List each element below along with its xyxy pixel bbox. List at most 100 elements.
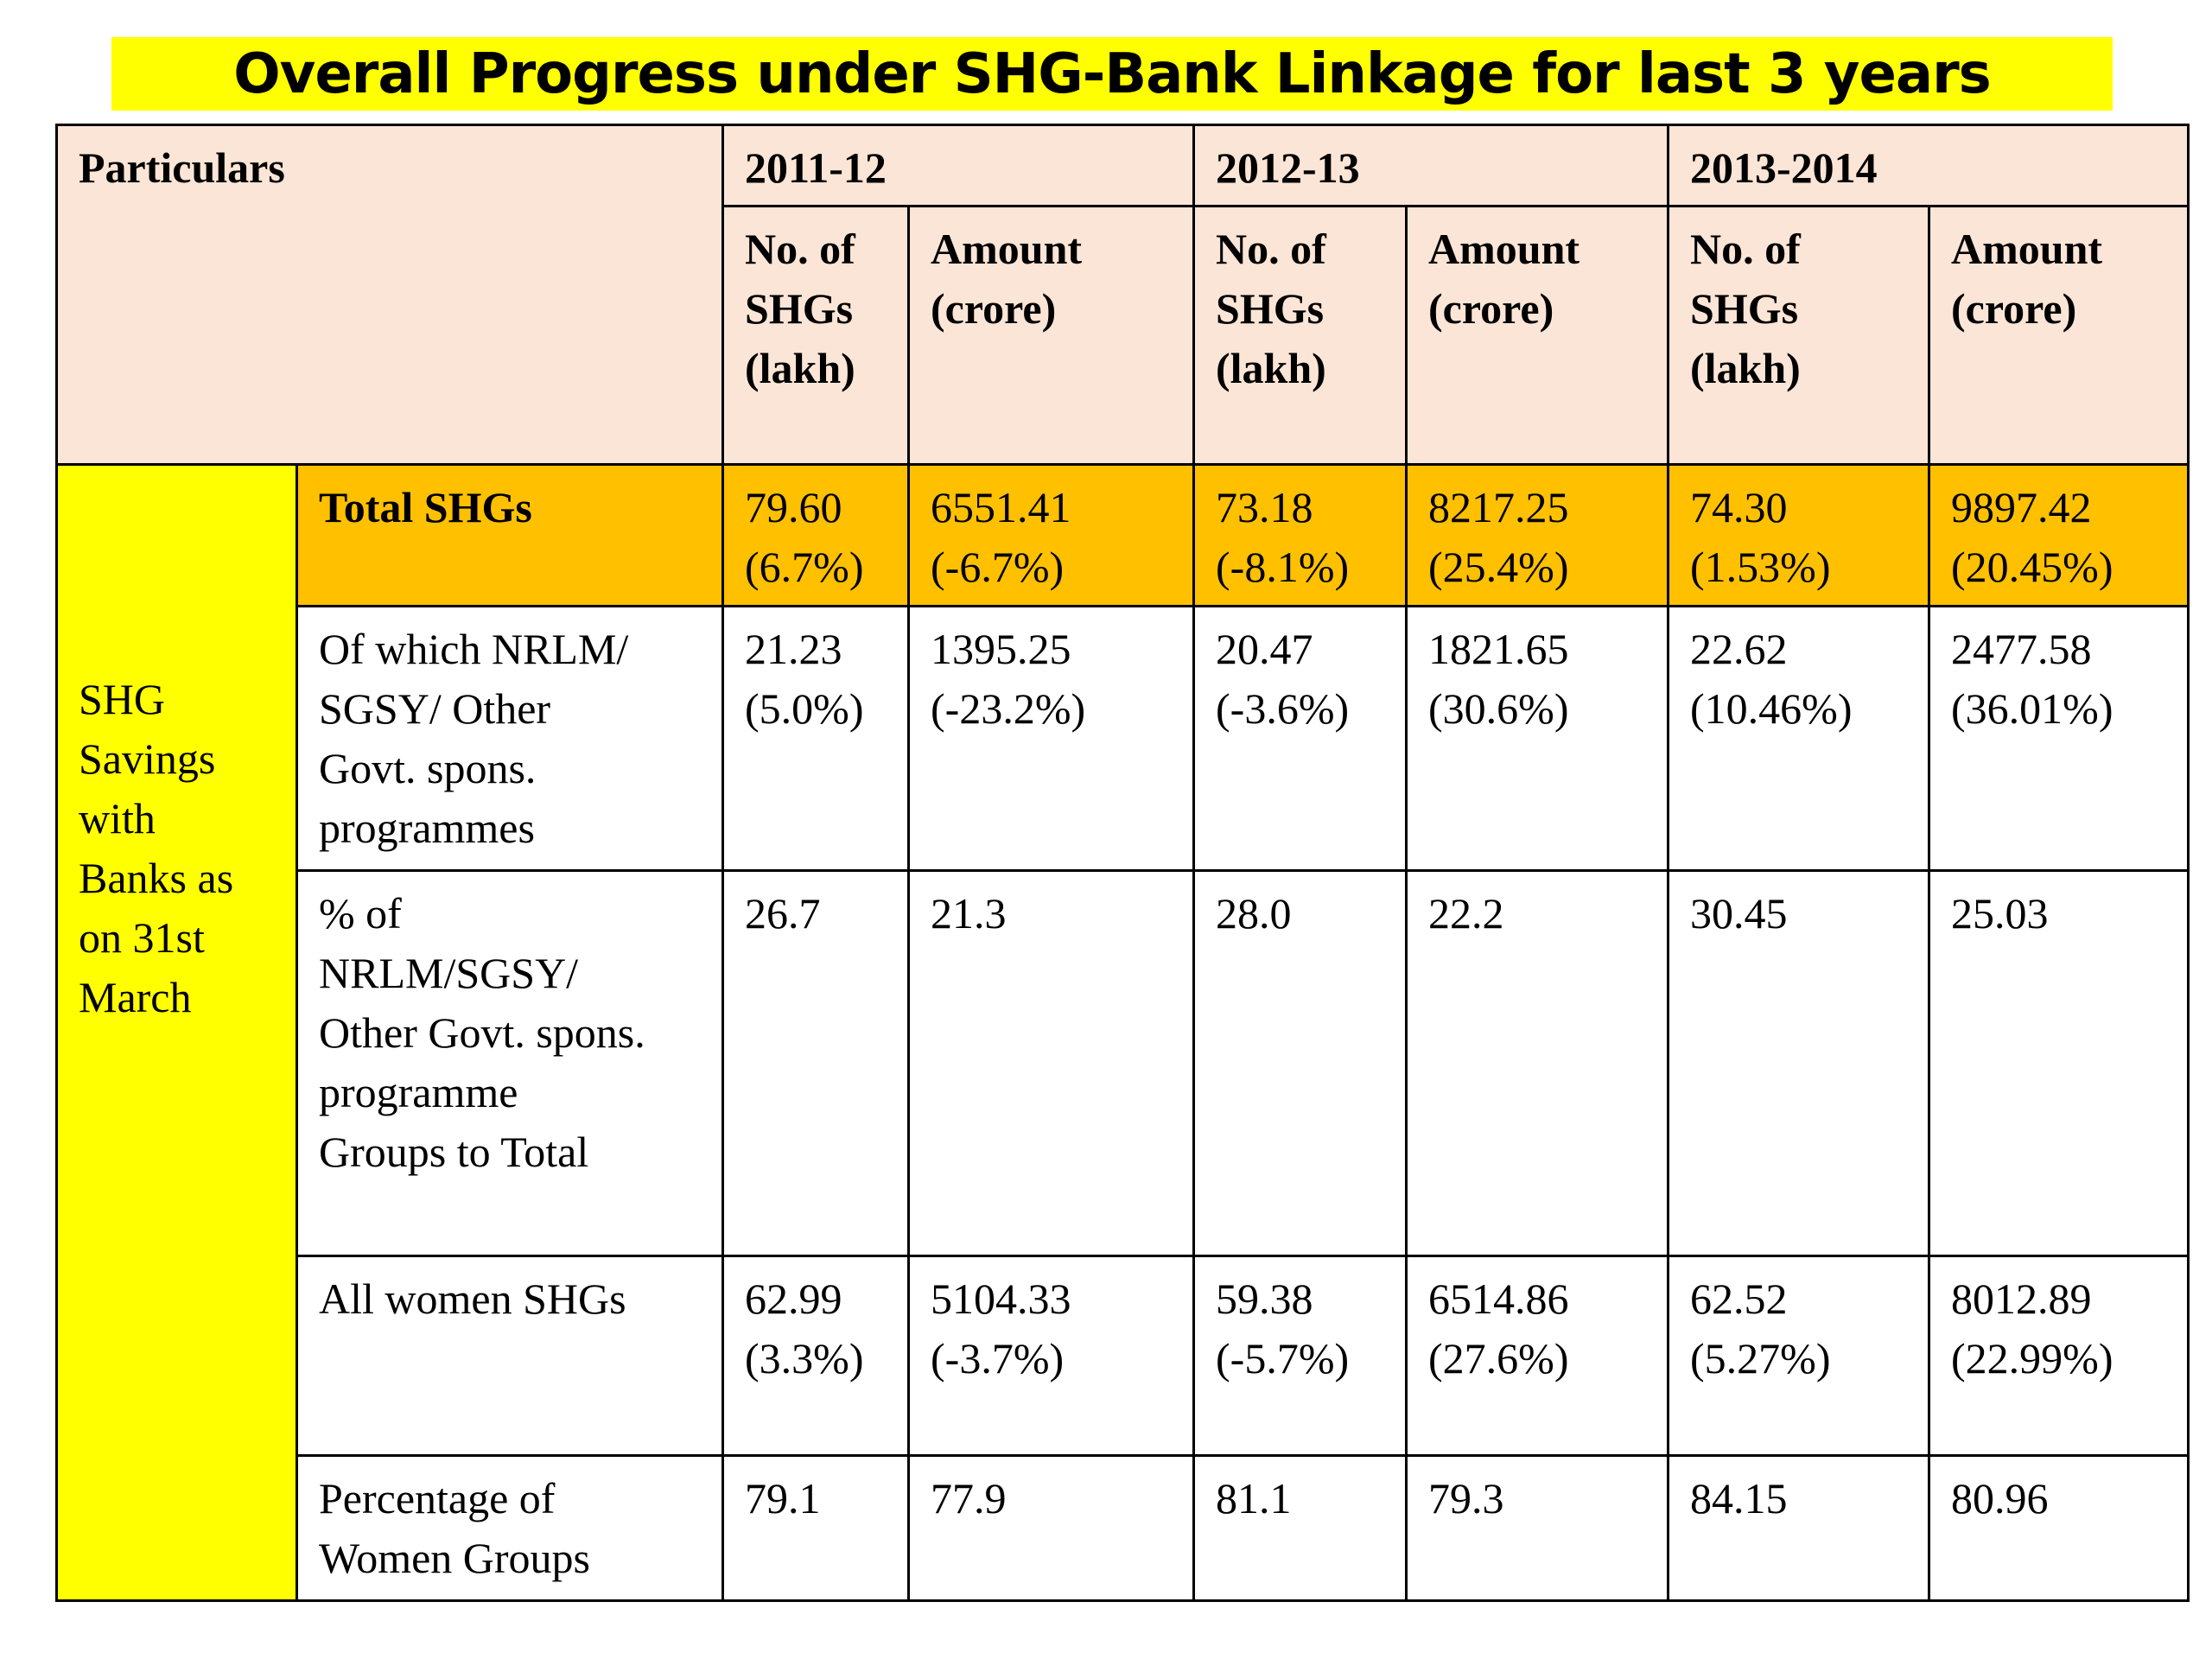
- header-line: No. of: [1690, 225, 1801, 273]
- header-line: (lakh): [745, 344, 855, 392]
- value-cell: 80.96: [1928, 1454, 2190, 1602]
- row-label-line: Total SHGs: [319, 483, 532, 531]
- row-label-line: NRLM/SGSY/: [319, 949, 579, 997]
- value-line: 79.60: [745, 483, 842, 531]
- header-line: (crore): [931, 284, 1057, 333]
- row-label: Total SHGs: [295, 463, 725, 607]
- value-line: (36.01%): [1951, 684, 2113, 733]
- row-label-line: Govt. spons.: [319, 744, 537, 792]
- header-line: Amount: [931, 225, 1083, 273]
- year-header-2012-13: 2012-13: [1192, 124, 1670, 207]
- value-cell: 22.62 (10.46%): [1667, 605, 1931, 872]
- value-line: 59.38: [1216, 1274, 1313, 1323]
- value-cell: 9897.42 (20.45%): [1928, 463, 2190, 607]
- value-line: 74.30: [1690, 483, 1788, 531]
- header-line: SHGs: [1216, 284, 1325, 333]
- header-line: Amount: [1428, 225, 1580, 273]
- value-line: 84.15: [1690, 1474, 1788, 1522]
- value-line: 80.96: [1951, 1474, 2049, 1522]
- value-cell: 74.30 (1.53%): [1667, 463, 1931, 607]
- header-line: (crore): [1951, 284, 2077, 333]
- value-line: 30.45: [1690, 889, 1788, 938]
- value-line: 21.3: [931, 889, 1007, 938]
- header-line: (crore): [1428, 284, 1554, 333]
- value-line: (30.6%): [1428, 684, 1569, 733]
- row-label: % of NRLM/SGSY/Other Govt. spons. programm…: [295, 869, 725, 1257]
- value-line: 21.23: [745, 625, 842, 673]
- row-label-line: SGSY/ Other: [319, 684, 551, 733]
- value-line: 8217.25: [1428, 483, 1569, 531]
- amount-header: Amount (crore): [907, 205, 1196, 466]
- value-line: (3.3%): [745, 1334, 864, 1382]
- side-label-line: March: [79, 973, 192, 1021]
- row-label-line: Percentage of: [319, 1474, 556, 1522]
- amount-header: Amount (crore): [1928, 205, 2190, 466]
- row-label: Percentage of Women Groups: [295, 1454, 725, 1602]
- value-line: 8012.89: [1951, 1274, 2092, 1323]
- value-cell: 21.3: [907, 869, 1196, 1257]
- value-line: 5104.33: [931, 1274, 1071, 1323]
- value-cell: 1821.65 (30.6%): [1405, 605, 1670, 872]
- value-line: 6514.86: [1428, 1274, 1569, 1323]
- year-header-2013-2014: 2013-2014: [1667, 124, 2190, 207]
- value-line: (-23.2%): [931, 684, 1086, 733]
- particulars-header: Particulars: [54, 124, 725, 466]
- value-line: 79.1: [745, 1474, 821, 1522]
- value-line: (27.6%): [1428, 1334, 1569, 1382]
- value-cell: 26.7: [721, 869, 911, 1257]
- value-cell: 2477.58 (36.01%): [1928, 605, 2190, 872]
- value-cell: 62.99 (3.3%): [721, 1255, 911, 1457]
- value-line: 28.0: [1216, 889, 1292, 938]
- value-line: (-8.1%): [1216, 543, 1350, 591]
- value-cell: 73.18 (-8.1%): [1192, 463, 1408, 607]
- header-line: (lakh): [1690, 344, 1801, 392]
- value-cell: 77.9: [907, 1454, 1196, 1602]
- value-line: (5.0%): [745, 684, 864, 733]
- value-line: (20.45%): [1951, 543, 2113, 591]
- row-label-line: Groups to Total: [319, 1128, 589, 1176]
- side-label-line: on 31st: [79, 913, 205, 962]
- year-label: 2012-13: [1216, 143, 1360, 192]
- row-label: Of which NRLM/SGSY/ Other Govt. spons. pro…: [295, 605, 725, 872]
- header-line: No. of: [745, 225, 855, 273]
- value-cell: 28.0: [1192, 869, 1408, 1257]
- value-cell: 79.3: [1405, 1454, 1670, 1602]
- value-line: (1.53%): [1690, 543, 1831, 591]
- value-cell: 79.1: [721, 1454, 911, 1602]
- value-line: (5.27%): [1690, 1334, 1831, 1382]
- value-cell: 6514.86 (27.6%): [1405, 1255, 1670, 1457]
- value-cell: 21.23 (5.0%): [721, 605, 911, 872]
- value-cell: 81.1: [1192, 1454, 1408, 1602]
- row-label-line: Other Govt. spons.: [319, 1008, 645, 1057]
- value-cell: 8217.25 (25.4%): [1405, 463, 1670, 607]
- no-of-shgs-header: No. of SHGs (lakh): [721, 205, 911, 466]
- side-label-line: SHG: [79, 675, 166, 723]
- value-line: 62.99: [745, 1274, 842, 1323]
- value-cell: 8012.89 (22.99%): [1928, 1255, 2190, 1457]
- amount-header: Amount (crore): [1405, 205, 1670, 466]
- value-line: 73.18: [1216, 483, 1313, 531]
- value-line: 79.3: [1428, 1474, 1504, 1522]
- value-cell: 79.60 (6.7%): [721, 463, 911, 607]
- row-label-line: programme: [319, 1068, 518, 1116]
- header-line: Amount: [1951, 225, 2103, 273]
- value-line: (-3.7%): [931, 1334, 1065, 1382]
- row-label-line: Of which NRLM/: [319, 625, 629, 673]
- value-line: 22.2: [1428, 889, 1504, 938]
- value-cell: 1395.25 (-23.2%): [907, 605, 1196, 872]
- no-of-shgs-header: No. of SHGs (lakh): [1192, 205, 1408, 466]
- row-label-line: % of: [319, 889, 402, 938]
- shg-linkage-table: Particulars 2011-12 2012-13 2013-2014 No…: [54, 124, 2190, 1602]
- value-line: 22.62: [1690, 625, 1788, 673]
- header-line: SHGs: [745, 284, 854, 333]
- value-cell: 6551.41 (-6.7%): [907, 463, 1196, 607]
- value-line: 77.9: [931, 1474, 1007, 1522]
- side-label-line: with: [79, 794, 156, 842]
- year-header-2011-12: 2011-12: [721, 124, 1196, 207]
- value-line: 6551.41: [931, 483, 1071, 531]
- value-cell: 5104.33 (-3.7%): [907, 1255, 1196, 1457]
- value-cell: 84.15: [1667, 1454, 1931, 1602]
- value-line: 1821.65: [1428, 625, 1569, 673]
- value-line: 81.1: [1216, 1474, 1292, 1522]
- value-line: (-6.7%): [931, 543, 1065, 591]
